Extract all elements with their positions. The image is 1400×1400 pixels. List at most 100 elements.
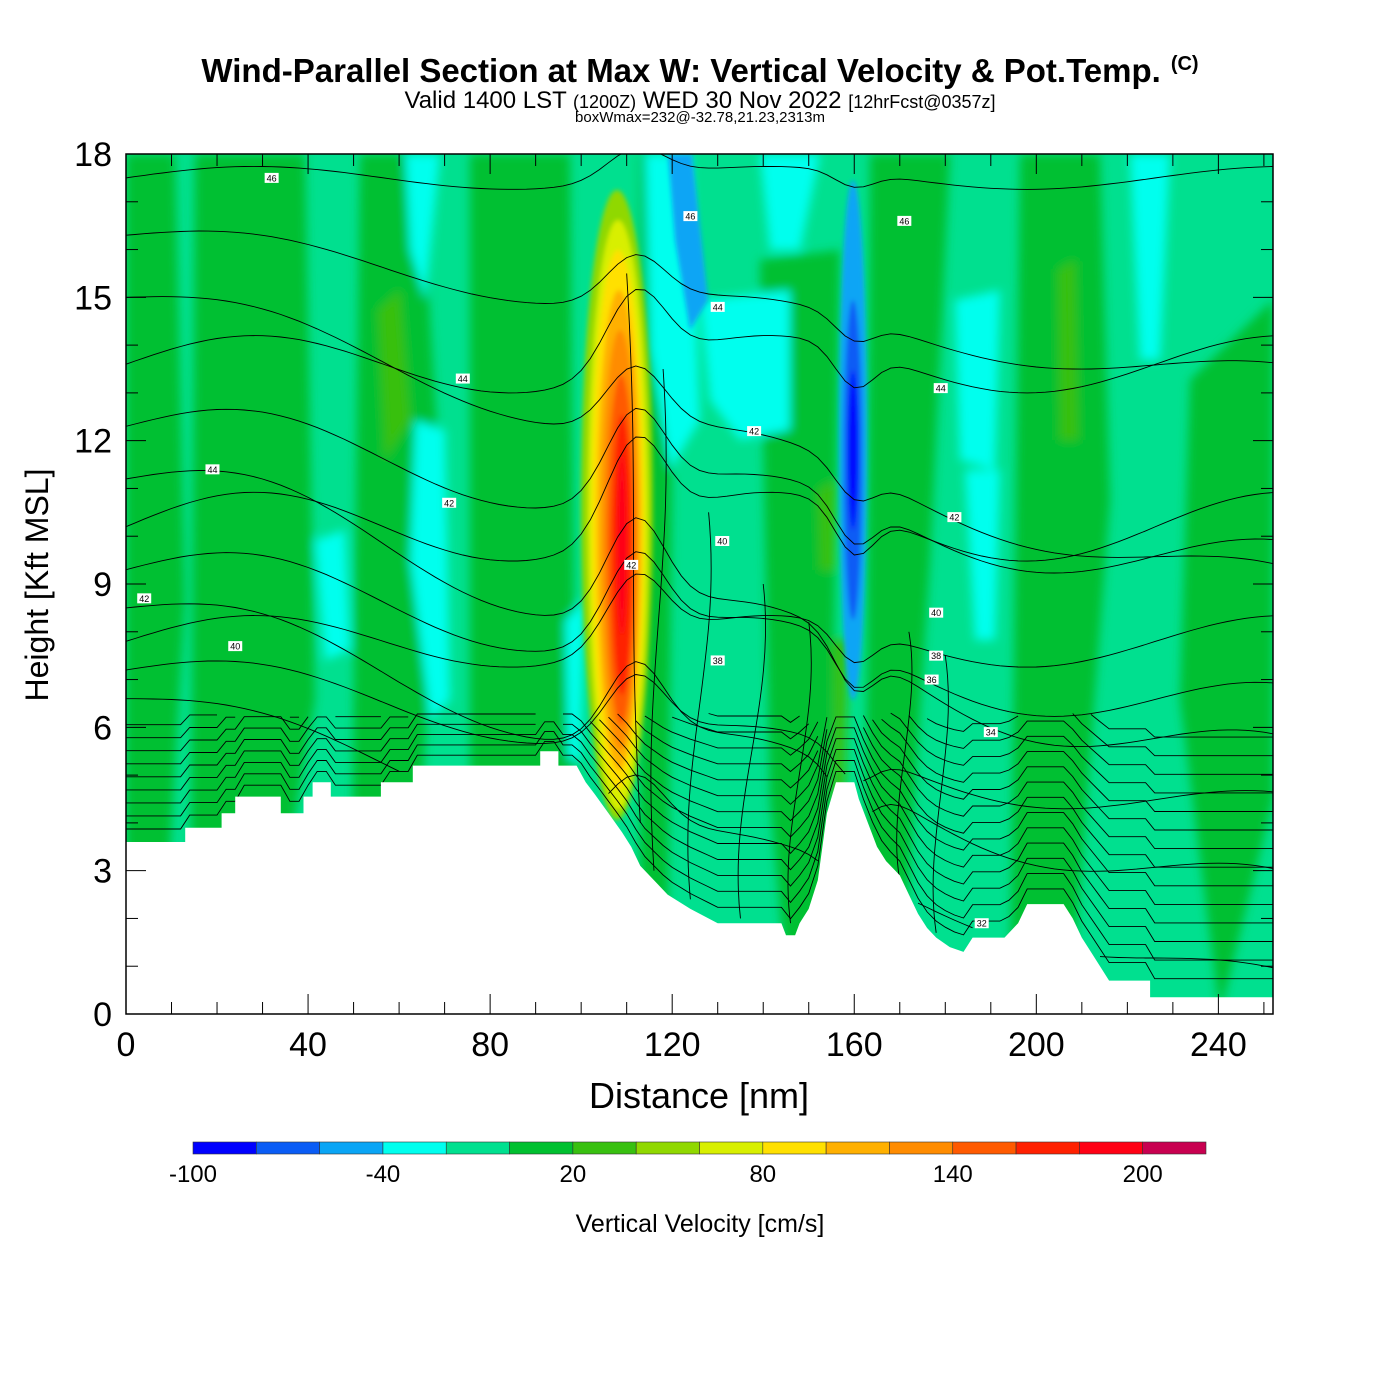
theta-contour-line bbox=[126, 715, 1273, 850]
y-tick-label: 6 bbox=[93, 709, 112, 747]
colorbar-swatch bbox=[1079, 1141, 1143, 1155]
contour-label-text: 42 bbox=[949, 513, 959, 523]
x-tick-label: 240 bbox=[1190, 1026, 1247, 1064]
contour-label: 44 bbox=[455, 373, 470, 384]
x-tick-label: 120 bbox=[644, 1026, 701, 1064]
colorbar-tick-label: 20 bbox=[560, 1161, 587, 1188]
colorbar-swatch bbox=[889, 1141, 954, 1155]
colorbar-swatch bbox=[319, 1141, 384, 1155]
x-axis-label: Distance [nm] bbox=[589, 1075, 809, 1116]
contour-label: 40 bbox=[228, 641, 243, 652]
theta-contours bbox=[126, 154, 1273, 980]
colorbar-swatch bbox=[192, 1141, 257, 1155]
contour-label: 46 bbox=[897, 215, 912, 226]
theta-contour-line bbox=[708, 713, 1273, 757]
x-tick-label: 80 bbox=[471, 1026, 509, 1064]
contour-label-text: 44 bbox=[713, 302, 723, 312]
contour-label: 36 bbox=[924, 674, 939, 685]
theta-contour-line bbox=[126, 721, 1273, 942]
theta-contour-line bbox=[126, 698, 1273, 969]
colorbar-tick-label: 140 bbox=[933, 1161, 973, 1188]
colorbar-swatch bbox=[699, 1141, 764, 1155]
contour-label-text: 42 bbox=[749, 427, 759, 437]
y-tick-label: 0 bbox=[93, 996, 112, 1034]
colorbar-swatch bbox=[572, 1141, 637, 1155]
contour-label: 46 bbox=[264, 172, 279, 183]
terrain-mask bbox=[126, 751, 1273, 1014]
contour-label-text: 44 bbox=[207, 465, 217, 475]
contour-label-text: 46 bbox=[267, 173, 277, 183]
x-tick-label: 200 bbox=[1008, 1026, 1065, 1064]
theta-contour-line bbox=[126, 731, 1273, 961]
contour-label: 42 bbox=[747, 426, 762, 437]
contour-label-text: 38 bbox=[931, 651, 941, 661]
contour-label: 34 bbox=[983, 727, 998, 738]
contour-label: 44 bbox=[205, 464, 220, 475]
downdraft-160 bbox=[839, 180, 867, 700]
colorbar-swatch bbox=[635, 1141, 700, 1155]
contour-label: 44 bbox=[933, 383, 948, 394]
theta-contour-line bbox=[644, 712, 1273, 794]
theta-contour-line bbox=[126, 289, 1273, 394]
forecast-info: [12hrFcst@0357z] bbox=[848, 92, 996, 112]
colorbar-swatch bbox=[445, 1141, 510, 1155]
contour-label: 40 bbox=[715, 536, 730, 547]
y-tick-label: 12 bbox=[74, 423, 112, 461]
colorbar-swatch bbox=[762, 1141, 827, 1155]
theta-contour-line bbox=[687, 512, 712, 900]
colorbar-swatch bbox=[825, 1141, 890, 1155]
colorbar-tick-label: 200 bbox=[1123, 1161, 1163, 1188]
y-axis-label: Height [Kft MSL] bbox=[19, 469, 55, 702]
box-wmax-line: boxWmax=232@-32.78,21.23,2313m bbox=[0, 109, 1400, 126]
theta-contour-line bbox=[896, 631, 913, 881]
contour-label: 44 bbox=[710, 301, 725, 312]
theta-contour-line bbox=[1090, 714, 1273, 738]
contour-label-text: 46 bbox=[899, 216, 909, 226]
colorbar-swatch bbox=[382, 1141, 447, 1155]
colorbar-swatch bbox=[256, 1141, 320, 1155]
chart-title: Wind-Parallel Section at Max W: Vertical… bbox=[0, 52, 1400, 90]
x-tick-label: 160 bbox=[826, 1026, 883, 1064]
theta-contour-line bbox=[635, 718, 1273, 812]
contour-label: 40 bbox=[929, 607, 944, 618]
downdraft-120 bbox=[668, 154, 708, 330]
theta-contour-line bbox=[126, 436, 1273, 562]
contour-label-text: 36 bbox=[927, 675, 937, 685]
valid-utc: (1200Z) bbox=[573, 92, 637, 112]
contour-label-text: 42 bbox=[139, 594, 149, 604]
theta-contour-line bbox=[126, 713, 1273, 905]
theta-contour-line bbox=[126, 740, 1273, 980]
updraft-core bbox=[581, 190, 653, 820]
y-tick-label: 3 bbox=[93, 853, 112, 891]
theta-contour-line bbox=[126, 407, 1273, 574]
y-tick-label: 9 bbox=[93, 566, 112, 604]
contour-label: 42 bbox=[442, 497, 457, 508]
y-tick-label: 18 bbox=[74, 136, 112, 174]
valid-lst: Valid 1400 LST bbox=[404, 87, 567, 114]
colorbar-tick-label: -100 bbox=[169, 1161, 217, 1188]
contour-label-text: 42 bbox=[444, 498, 454, 508]
theta-contour-line bbox=[126, 154, 1273, 190]
contour-label: 42 bbox=[624, 559, 639, 570]
contour-label-text: 44 bbox=[458, 374, 468, 384]
copyright-mark: (C) bbox=[1170, 53, 1199, 75]
valid-date: WED 30 Nov 2022 bbox=[642, 87, 842, 114]
theta-contour-line bbox=[737, 583, 767, 919]
contour-label-text: 46 bbox=[685, 212, 695, 222]
colorbar: -100 -40 20 80 140 200 bbox=[169, 1141, 1207, 1188]
colorbar-swatch bbox=[509, 1141, 574, 1155]
contour-label: 46 bbox=[683, 211, 698, 222]
theta-contour-labels: 46 46 46 44 44 44 44 42 42 42 40 42 42 40 40 38 38 36 34 32 bbox=[137, 172, 998, 929]
velocity-field: 46 46 46 44 44 44 44 42 42 42 40 42 42 40 40 38 38 36 34 32 bbox=[126, 154, 1273, 1014]
contour-label-text: 38 bbox=[713, 656, 723, 666]
contour-label-text: 40 bbox=[230, 642, 240, 652]
theta-contour-line bbox=[787, 622, 812, 924]
contour-label: 38 bbox=[929, 650, 944, 661]
theta-contour-line bbox=[126, 573, 1273, 668]
x-tick-label: 0 bbox=[117, 1026, 136, 1064]
contour-label: 38 bbox=[710, 655, 725, 666]
contour-label-text: 40 bbox=[931, 608, 941, 618]
valid-time-line: Valid 1400 LST (1200Z) WED 30 Nov 2022 [… bbox=[0, 87, 1400, 115]
theta-contour-line bbox=[126, 723, 1273, 924]
